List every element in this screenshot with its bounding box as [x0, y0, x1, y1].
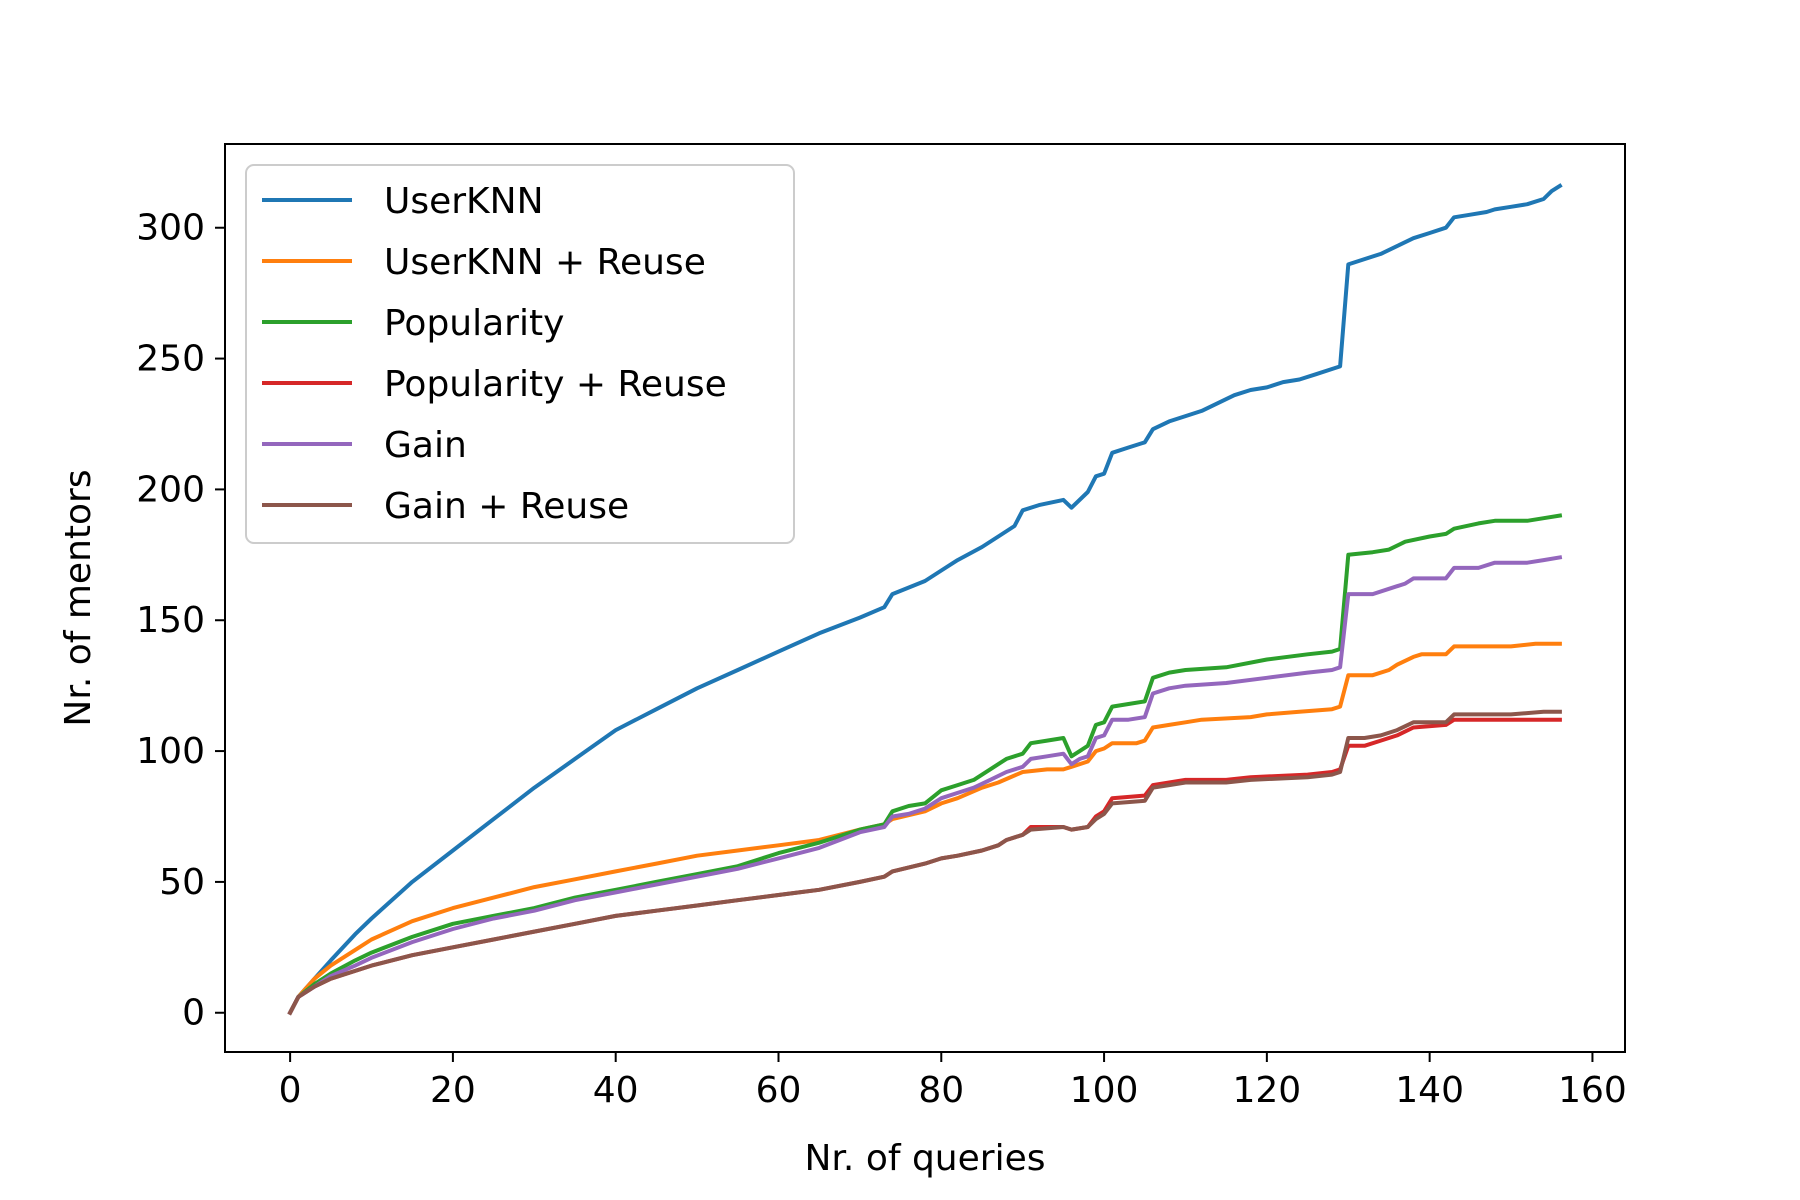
- legend-box: [245, 164, 795, 544]
- y-tick-label: 200: [136, 469, 205, 510]
- series-line-1: [287, 641, 1562, 1016]
- legend-label: Popularity: [384, 303, 564, 344]
- x-tick-label: 0: [279, 1070, 302, 1111]
- series-line-0: [287, 183, 1563, 1016]
- y-tick-label: 50: [159, 862, 205, 903]
- x-tick-label: 120: [1233, 1070, 1302, 1111]
- y-axis-label: Nr. of mentors: [58, 469, 99, 726]
- y-tick-label: 100: [136, 731, 205, 772]
- y-tick-label: 300: [136, 208, 205, 249]
- x-tick-label: 20: [430, 1070, 476, 1111]
- x-tick-label: 40: [593, 1070, 639, 1111]
- x-tick-label: 160: [1558, 1070, 1627, 1111]
- series-line-4: [287, 555, 1563, 1016]
- x-axis-ticks: 0 20 40 60 80 100 120 140 160: [279, 1052, 1627, 1111]
- series-line-2: [287, 513, 1563, 1016]
- legend-label: UserKNN + Reuse: [384, 242, 706, 283]
- legend: UserKNN UserKNN + Reuse Popularity Populari…: [245, 164, 795, 544]
- series-layer: [287, 183, 1563, 1016]
- x-axis-label: Nr. of queries: [805, 1138, 1046, 1179]
- legend-label: Gain + Reuse: [384, 486, 629, 527]
- x-tick-label: 80: [918, 1070, 964, 1111]
- series-line-5: [287, 709, 1562, 1016]
- y-tick-label: 150: [136, 600, 205, 641]
- legend-label: Gain: [384, 425, 467, 466]
- y-tick-label: 0: [182, 993, 205, 1034]
- y-tick-label: 250: [136, 339, 205, 380]
- y-axis-ticks: 0 50 100 150 200 250 300: [136, 208, 225, 1034]
- x-tick-label: 100: [1070, 1070, 1139, 1111]
- x-tick-label: 140: [1395, 1070, 1464, 1111]
- legend-label: Popularity + Reuse: [384, 364, 727, 405]
- x-tick-label: 60: [756, 1070, 802, 1111]
- legend-label: UserKNN: [384, 181, 544, 222]
